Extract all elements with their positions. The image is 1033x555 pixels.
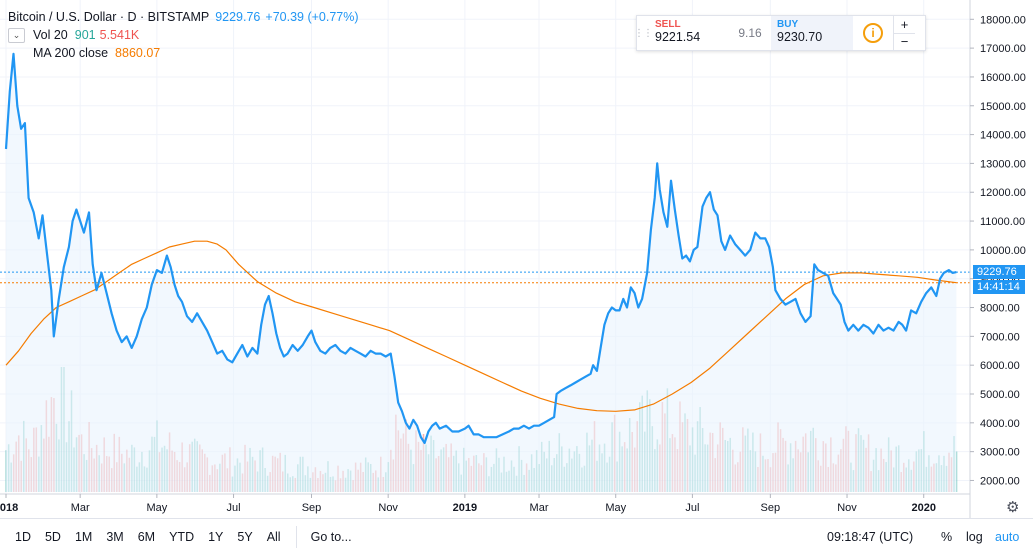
x-tick-label: Sep [302,502,322,514]
volume-value: 901 [74,28,96,42]
x-tick-label: Mar [71,502,90,514]
ma-indicator-label: MA 200 close [33,46,109,60]
x-tick-label: Jul [227,502,241,514]
x-tick-label: Sep [761,502,781,514]
trade-panel: ⋮⋮ SELL 9221.54 9.16 BUY 9230.70 i + − [634,15,926,51]
price-axis[interactable]: 2000.00 3000.00 4000.00 5000.00 6000.00 7000.… [969,0,1033,518]
ma-value: 8860.07 [115,46,161,60]
chevron-down-icon[interactable]: ⌄ [8,27,25,43]
sell-button[interactable]: SELL 9221.54 [649,16,729,50]
range-6m[interactable]: 6M [137,530,156,544]
x-tick-label: May [605,502,626,514]
x-tick-label: May [146,502,167,514]
x-tick-label: Jul [685,502,699,514]
range-3m[interactable]: 3M [106,530,124,544]
info-icon: i [863,23,883,43]
buy-price: 9230.70 [777,30,823,44]
y-tick-label: 8000.00 [980,303,1020,315]
y-tick-label: 5000.00 [980,389,1020,401]
x-tick-label: Nov [837,502,857,514]
chart-legend: Bitcoin / U.S. Dollar · D · BITSTAMP 922… [8,8,359,62]
y-tick-label: 4000.00 [980,418,1020,430]
log-toggle[interactable]: log [966,530,983,544]
goto-button[interactable]: Go to... [310,530,352,544]
toolbar-divider [295,526,297,548]
volume-indicator-row[interactable]: ⌄ Vol 20 901 5.541K [8,26,359,44]
y-tick-label: 18000.00 [980,14,1026,26]
y-tick-label: 17000.00 [980,43,1026,55]
y-tick-label: 15000.00 [980,101,1026,113]
minus-button[interactable]: − [900,34,909,50]
percent-toggle[interactable]: % [941,530,953,544]
volume-indicator-label: Vol 20 [33,28,68,42]
plus-button[interactable]: + [894,16,915,34]
ma-indicator-row[interactable]: MA 200 close 8860.07 [8,44,359,62]
ma-200-line [5,240,957,412]
x-tick-label: Mar [530,502,549,514]
range-5d[interactable]: 5D [44,530,61,544]
utc-clock[interactable]: 09:18:47 (UTC) [827,530,914,544]
sell-label: SELL [655,19,681,30]
y-tick-label: 10000.00 [980,245,1026,257]
y-tick-label: 3000.00 [980,447,1020,459]
x-tick-label: Nov [378,502,398,514]
y-tick-label: 6000.00 [980,360,1020,372]
info-button[interactable]: i [853,16,893,50]
buy-label: BUY [777,19,799,30]
volume-ma-value: 5.541K [99,28,140,42]
price-area [6,53,957,493]
price-area-fill [6,53,957,493]
x-tick-label: 2018 [0,502,18,514]
buy-button[interactable]: BUY 9230.70 [771,16,853,50]
range-1y[interactable]: 1Y [208,530,224,544]
time-axis[interactable]: 2018 Mar May Jul Sep Nov 2019 Mar May Jul Sep Nov 20… [0,493,970,514]
symbol-last-price: 9229.76 [215,10,261,24]
y-tick-label: 14000.00 [980,130,1026,142]
symbol-title[interactable]: Bitcoin / U.S. Dollar · D · BITSTAMP [8,10,210,24]
spread-value: 9.16 [738,26,762,40]
quantity-stepper[interactable]: + − [893,16,915,50]
series-lines [4,52,957,445]
symbol-row: Bitcoin / U.S. Dollar · D · BITSTAMP 922… [8,8,359,26]
y-tick-label: 7000.00 [980,331,1020,343]
last-price-label: 9229.76 [973,265,1025,280]
countdown-label: 14:41:14 [973,280,1025,295]
price-line [4,52,957,445]
range-5y[interactable]: 5Y [237,530,253,544]
range-1m[interactable]: 1M [74,530,93,544]
range-ytd[interactable]: YTD [169,530,195,544]
auto-toggle[interactable]: auto [995,530,1020,544]
range-all[interactable]: All [266,530,281,544]
x-tick-label: 2019 [453,502,477,514]
x-tick-label: 2020 [911,502,935,514]
range-1d[interactable]: 1D [15,530,31,544]
bottom-toolbar: 1D 5D 1M 3M 6M YTD 1Y 5Y All Go to... 09… [0,518,1033,555]
volume-bar [955,451,958,492]
y-tick-label: 16000.00 [980,72,1026,84]
y-tick-label: 13000.00 [980,158,1026,170]
gear-icon[interactable]: ⚙ [1006,499,1020,516]
y-tick-label: 2000.00 [980,475,1020,487]
y-tick-label: 11000.00 [980,216,1025,228]
price-axis-bg [970,0,1033,518]
sell-price: 9221.54 [655,30,701,44]
symbol-change: +70.39 (+0.77%) [265,10,359,24]
y-tick-label: 12000.00 [980,187,1026,199]
drag-handle-icon[interactable]: ⋮⋮ [634,27,653,39]
